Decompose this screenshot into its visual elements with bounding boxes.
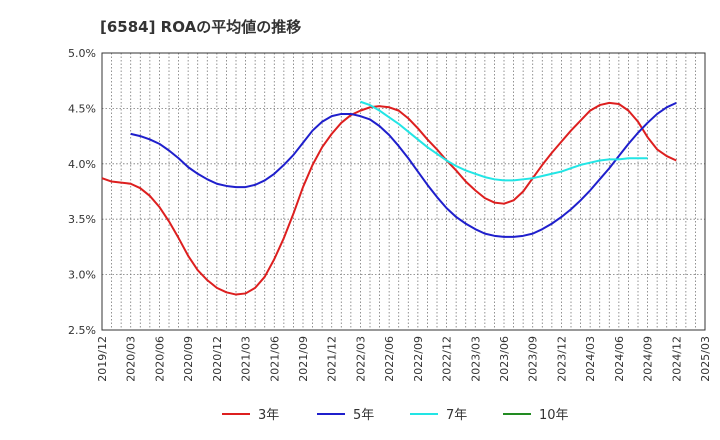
x-tick-label: 2022/06 (383, 336, 396, 382)
y-tick-label: 4.0% (68, 158, 96, 171)
x-tick-label: 2021/06 (268, 336, 281, 382)
legend-label: 5年 (353, 408, 374, 423)
x-tick-label: 2020/06 (153, 336, 166, 382)
x-tick-label: 2022/09 (412, 336, 425, 382)
legend: 3年 5年 7年 10年 (222, 408, 569, 423)
x-tick-label: 2023/06 (498, 336, 511, 382)
y-tick-label: 2.5% (68, 324, 96, 337)
horizontal-gridlines (102, 52, 705, 331)
x-tick-label: 2021/03 (240, 336, 253, 382)
x-tick-label: 2024/06 (613, 336, 626, 382)
x-tick-label: 2019/12 (96, 336, 109, 382)
x-tick-label: 2023/03 (469, 336, 482, 382)
series-lines (101, 100, 677, 296)
legend-label: 10年 (539, 408, 569, 423)
y-axis-tick-labels: 2.5% 3.0% 3.5% 4.0% 4.5% 5.0% (68, 47, 96, 337)
y-tick-label: 5.0% (68, 47, 96, 60)
x-axis-tick-labels: 2019/12 2020/03 2020/06 2020/09 2020/12 2021/… (96, 336, 712, 382)
x-tick-label: 2020/09 (182, 336, 195, 382)
x-tick-label: 2020/12 (211, 336, 224, 382)
x-tick-label: 2024/09 (642, 336, 655, 382)
x-tick-label: 2023/12 (555, 336, 568, 382)
series-line-7年 (360, 100, 648, 182)
x-tick-label: 2025/03 (699, 336, 712, 382)
x-tick-label: 2022/03 (354, 336, 367, 382)
series-line-3年 (101, 101, 677, 296)
x-tick-label: 2021/09 (297, 336, 310, 382)
chart-title: [6584] ROAの平均値の推移 (100, 18, 302, 36)
plot-area-frame (101, 52, 706, 331)
legend-label: 7年 (446, 408, 467, 423)
x-tick-label: 2021/12 (326, 336, 339, 382)
series-line-5年 (130, 101, 677, 238)
vertical-gridlines (111, 53, 696, 330)
x-tick-label: 2020/03 (125, 336, 138, 382)
y-tick-label: 4.5% (68, 102, 96, 115)
y-tick-label: 3.0% (68, 269, 96, 282)
x-tick-label: 2022/12 (441, 336, 454, 382)
x-tick-label: 2024/03 (584, 336, 597, 382)
x-tick-label: 2024/12 (670, 336, 683, 382)
x-tick-label: 2023/09 (527, 336, 540, 382)
legend-label: 3年 (258, 408, 279, 423)
y-tick-label: 3.5% (68, 213, 96, 226)
